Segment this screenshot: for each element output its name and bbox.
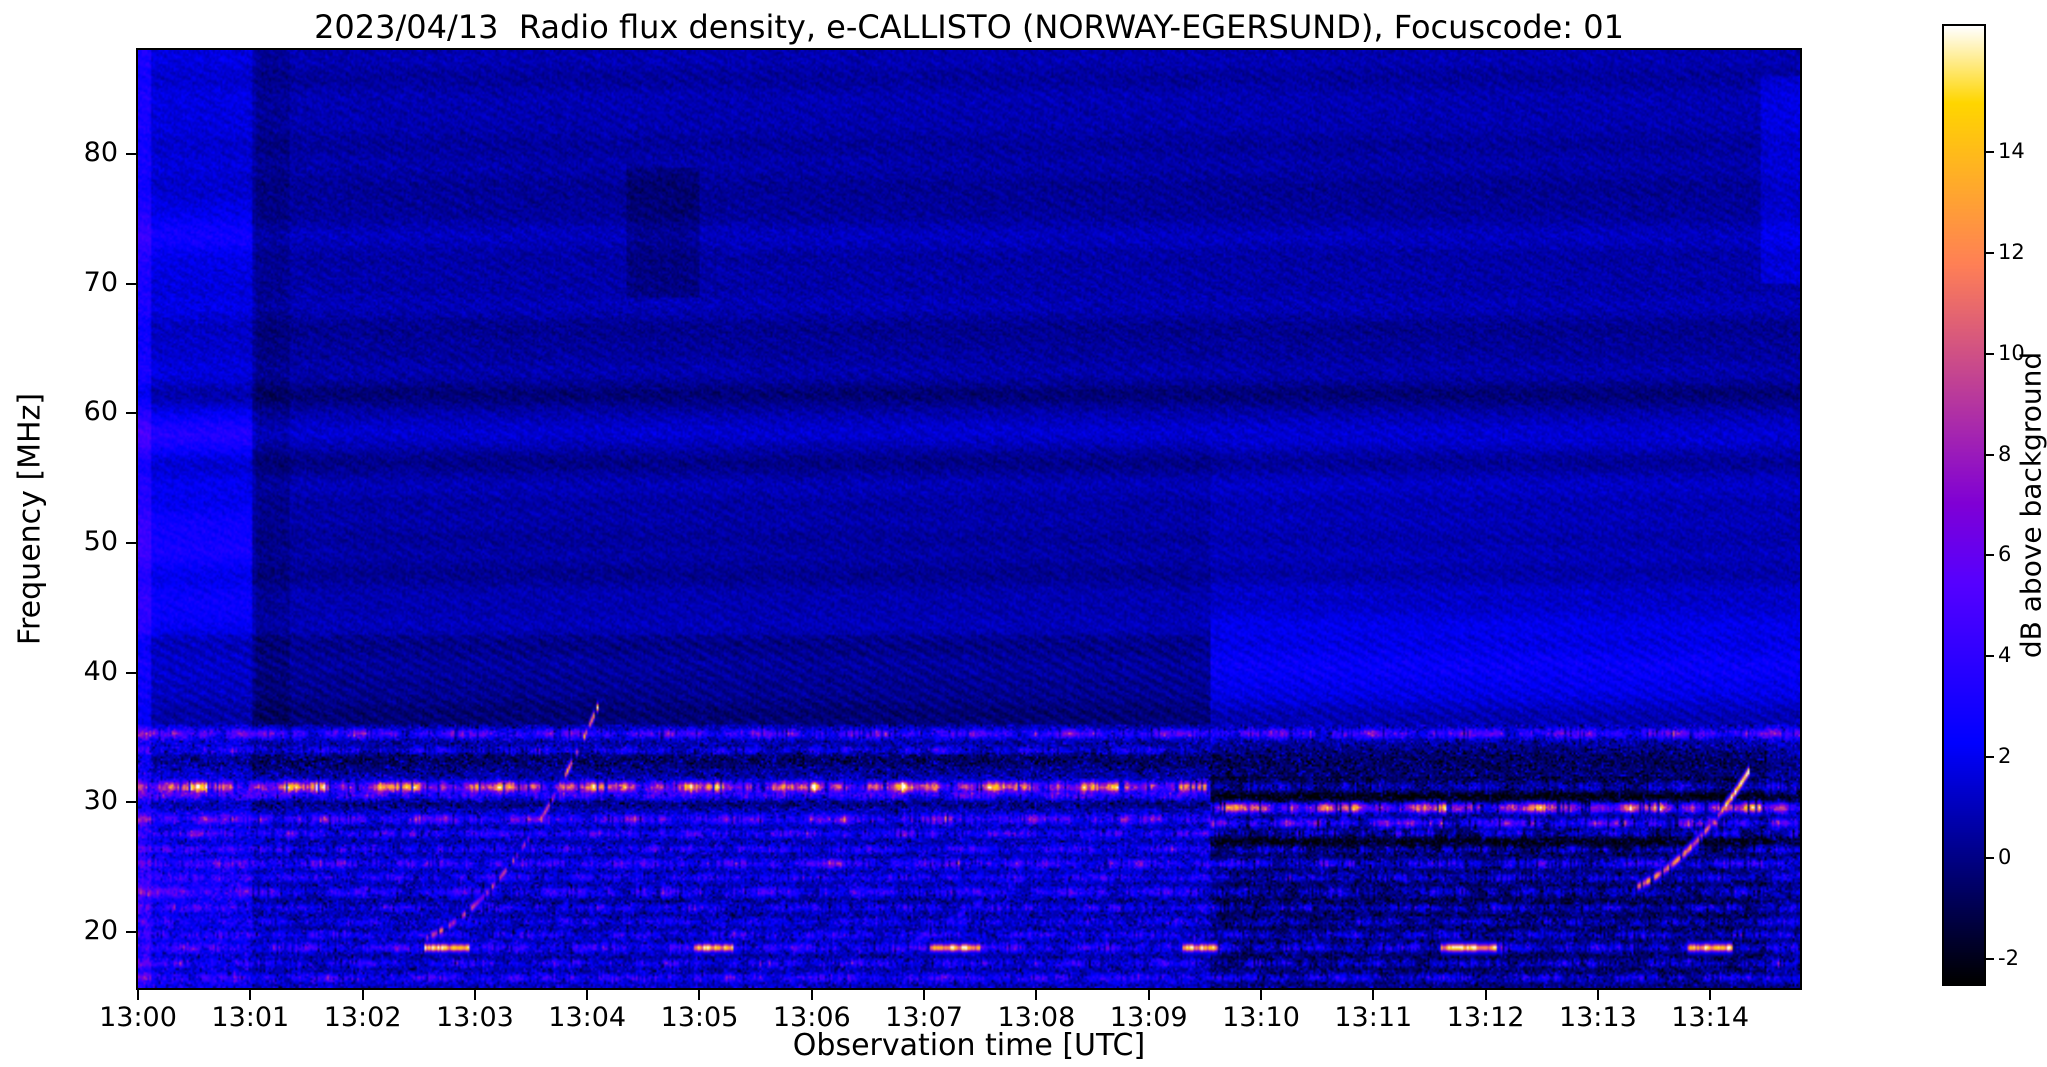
chart-title: 2023/04/13 Radio flux density, e-CALLIST…	[314, 8, 1624, 46]
x-tick-mark	[361, 990, 364, 1000]
x-tick-label: 13:01	[211, 1002, 290, 1033]
x-tick-label: 13:05	[660, 1002, 739, 1033]
colorbar-tick-label: -2	[1998, 945, 2019, 970]
x-tick-mark	[1372, 990, 1375, 1000]
y-axis-label: Frequency [MHz]	[12, 392, 48, 646]
x-tick-label: 13:13	[1558, 1002, 1637, 1033]
x-tick-label: 13:14	[1671, 1002, 1750, 1033]
x-tick-label: 13:08	[997, 1002, 1076, 1033]
x-tick-label: 13:04	[548, 1002, 627, 1033]
x-tick-label: 13:06	[772, 1002, 851, 1033]
colorbar-tick-label: 8	[1998, 441, 2012, 466]
colorbar-tick-mark	[1986, 756, 1994, 759]
x-tick-label: 13:10	[1222, 1002, 1300, 1033]
x-axis-label: Observation time [UTC]	[792, 1028, 1146, 1063]
y-tick-mark	[126, 801, 136, 804]
y-tick-label: 50	[83, 526, 118, 557]
colorbar-tick-label: 2	[1998, 744, 2012, 769]
x-tick-mark	[1596, 990, 1599, 1000]
colorbar-tick-mark	[1986, 151, 1994, 154]
y-tick-mark	[126, 282, 136, 285]
x-tick-mark	[137, 990, 139, 1000]
x-tick-mark	[698, 990, 701, 1000]
y-tick-label: 30	[83, 785, 118, 817]
colorbar-tick-mark	[1986, 655, 1994, 658]
colorbar-tick-mark	[1986, 352, 1994, 355]
spectrogram-canvas	[138, 50, 1800, 988]
y-tick-label: 80	[83, 136, 118, 168]
y-tick-label: 20	[83, 915, 118, 947]
x-tick-mark	[586, 990, 589, 1000]
colorbar-tick-label: 10	[1998, 340, 2025, 365]
x-tick-mark	[810, 990, 813, 1000]
x-tick-mark	[1147, 990, 1150, 1000]
x-tick-label: 13:12	[1446, 1002, 1525, 1033]
x-tick-mark	[249, 990, 252, 1000]
x-tick-mark	[1035, 990, 1038, 1000]
x-tick-label: 13:00	[99, 1002, 177, 1033]
colorbar-canvas	[1944, 26, 1984, 984]
y-tick-label: 70	[83, 266, 118, 298]
x-tick-mark	[1484, 990, 1487, 1000]
x-tick-label: 13:11	[1334, 1002, 1413, 1033]
y-tick-mark	[126, 671, 136, 674]
x-tick-mark	[1709, 990, 1712, 1000]
colorbar-tick-mark	[1986, 453, 1994, 456]
x-tick-label: 13:09	[1109, 1002, 1188, 1033]
colorbar-tick-label: 14	[1998, 139, 2025, 164]
colorbar-tick-label: 0	[1998, 844, 2012, 869]
x-tick-mark	[923, 990, 926, 1000]
colorbar-tick-label: 12	[1998, 239, 2025, 264]
y-tick-label: 60	[83, 396, 118, 428]
x-tick-mark	[1259, 990, 1262, 1000]
x-tick-label: 13:02	[323, 1002, 402, 1033]
x-tick-label: 13:07	[885, 1002, 963, 1033]
colorbar-label: dB above background	[2014, 351, 2047, 659]
y-tick-mark	[126, 931, 136, 934]
colorbar-tick-mark	[1986, 957, 1994, 960]
x-tick-label: 13:03	[435, 1002, 514, 1033]
colorbar-tick-label: 6	[1998, 542, 2012, 567]
y-tick-mark	[126, 412, 136, 415]
y-tick-mark	[126, 542, 136, 544]
colorbar-tick-label: 4	[1998, 643, 2012, 668]
plot-area	[136, 48, 1802, 990]
y-tick-label: 40	[83, 655, 118, 687]
colorbar-tick-mark	[1986, 251, 1994, 254]
y-tick-mark	[126, 152, 136, 155]
colorbar	[1942, 24, 1986, 986]
colorbar-tick-mark	[1986, 856, 1994, 859]
colorbar-tick-mark	[1986, 554, 1994, 557]
x-tick-mark	[473, 990, 476, 1000]
